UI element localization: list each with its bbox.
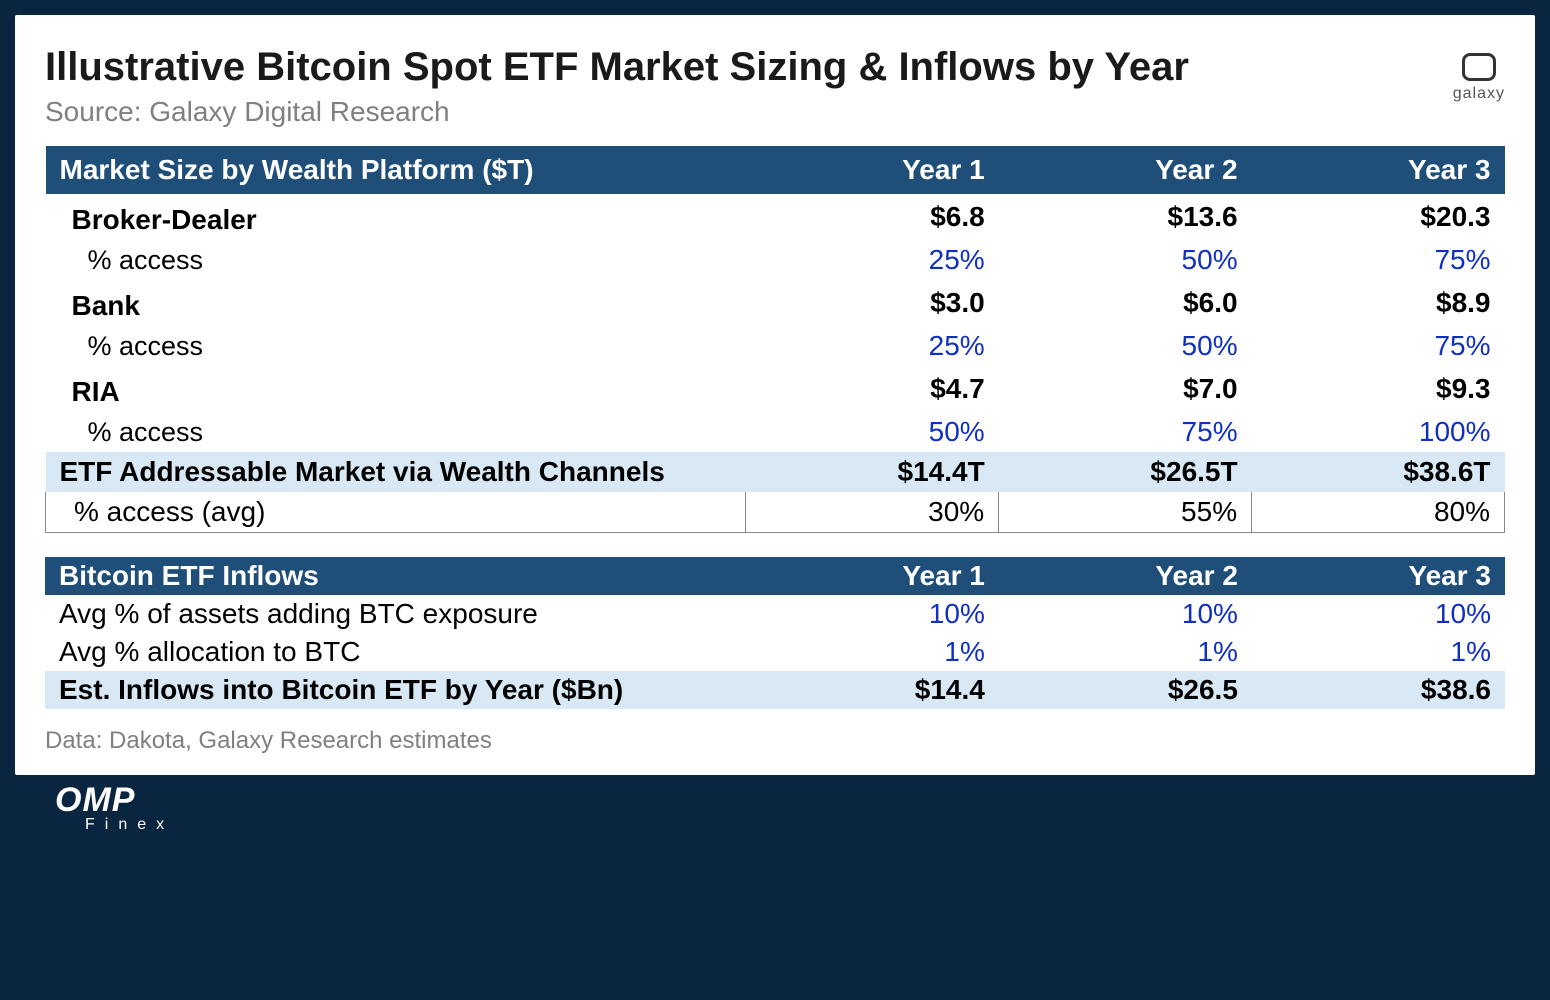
cell: 10% (999, 595, 1252, 633)
table-row: % access 25% 50% 75% (46, 326, 1505, 366)
cell: 80% (1252, 492, 1505, 533)
title-row: Illustrative Bitcoin Spot ETF Market Siz… (45, 45, 1505, 146)
cell: $7.0 (999, 366, 1252, 412)
cell: $14.4T (746, 452, 999, 492)
omp-logo-sub: Finex (85, 816, 174, 834)
col-header-y1: Year 1 (746, 146, 999, 194)
row-sublabel: % access (46, 240, 746, 280)
cell: $9.3 (1252, 366, 1505, 412)
cell: 25% (746, 326, 999, 366)
cell: $38.6 (1252, 671, 1505, 709)
table-header-row: Bitcoin ETF Inflows Year 1 Year 2 Year 3 (45, 557, 1505, 595)
table-row: Broker-Dealer $6.8 $13.6 $20.3 (46, 194, 1505, 240)
total-label: ETF Addressable Market via Wealth Channe… (46, 452, 746, 492)
col-header-platform: Market Size by Wealth Platform ($T) (46, 146, 746, 194)
cell: 30% (746, 492, 999, 533)
cell: $26.5 (999, 671, 1252, 709)
table-row: % access 50% 75% 100% (46, 412, 1505, 452)
cell: 10% (1252, 595, 1505, 633)
galaxy-logo-text: galaxy (1453, 85, 1505, 103)
total-row: ETF Addressable Market via Wealth Channe… (46, 452, 1505, 492)
cell: $38.6T (1252, 452, 1505, 492)
cell: 55% (999, 492, 1252, 533)
row-label: RIA (46, 366, 746, 412)
cell: 50% (999, 240, 1252, 280)
cell: $20.3 (1252, 194, 1505, 240)
cell: $4.7 (746, 366, 999, 412)
cell: $6.0 (999, 280, 1252, 326)
cell: $13.6 (999, 194, 1252, 240)
cell: 10% (746, 595, 999, 633)
table-row: RIA $4.7 $7.0 $9.3 (46, 366, 1505, 412)
cell: 75% (1252, 240, 1505, 280)
cell: 100% (1252, 412, 1505, 452)
table-header-row: Market Size by Wealth Platform ($T) Year… (46, 146, 1505, 194)
table-row: Avg % of assets adding BTC exposure 10% … (45, 595, 1505, 633)
avg-row: % access (avg) 30% 55% 80% (46, 492, 1505, 533)
cell: $6.8 (746, 194, 999, 240)
col-header-y1: Year 1 (746, 557, 999, 595)
cell: 50% (999, 326, 1252, 366)
omp-logo: OMP Finex (55, 781, 174, 834)
row-sublabel: % access (46, 326, 746, 366)
table-row: % access 25% 50% 75% (46, 240, 1505, 280)
galaxy-logo: galaxy (1453, 53, 1505, 103)
col-header-y3: Year 3 (1252, 146, 1505, 194)
row-label: Avg % allocation to BTC (45, 633, 746, 671)
total-row: Est. Inflows into Bitcoin ETF by Year ($… (45, 671, 1505, 709)
galaxy-logo-icon (1462, 53, 1496, 81)
col-header-inflows: Bitcoin ETF Inflows (45, 557, 746, 595)
row-label: Bank (46, 280, 746, 326)
inflows-table: Bitcoin ETF Inflows Year 1 Year 2 Year 3… (45, 557, 1505, 709)
cell: 75% (999, 412, 1252, 452)
cell: 1% (1252, 633, 1505, 671)
total-label: Est. Inflows into Bitcoin ETF by Year ($… (45, 671, 746, 709)
col-header-y2: Year 2 (999, 557, 1252, 595)
cell: $14.4 (746, 671, 999, 709)
source-line: Source: Galaxy Digital Research (45, 96, 1453, 128)
cell: 1% (746, 633, 999, 671)
footer-note: Data: Dakota, Galaxy Research estimates (45, 727, 1505, 755)
market-size-table: Market Size by Wealth Platform ($T) Year… (45, 146, 1505, 533)
page-title: Illustrative Bitcoin Spot ETF Market Siz… (45, 45, 1453, 90)
col-header-y2: Year 2 (999, 146, 1252, 194)
cell: 25% (746, 240, 999, 280)
cell: 50% (746, 412, 999, 452)
cell: 75% (1252, 326, 1505, 366)
cell: $8.9 (1252, 280, 1505, 326)
table-row: Avg % allocation to BTC 1% 1% 1% (45, 633, 1505, 671)
row-label: Avg % of assets adding BTC exposure (45, 595, 746, 633)
cell: $3.0 (746, 280, 999, 326)
row-label: Broker-Dealer (46, 194, 746, 240)
brand-bar: OMP Finex (15, 775, 1535, 844)
table-row: Bank $3.0 $6.0 $8.9 (46, 280, 1505, 326)
page: Illustrative Bitcoin Spot ETF Market Siz… (15, 15, 1535, 775)
cell: 1% (999, 633, 1252, 671)
cell: $26.5T (999, 452, 1252, 492)
row-sublabel: % access (46, 412, 746, 452)
omp-logo-main: OMP (55, 781, 174, 820)
avg-label: % access (avg) (46, 492, 746, 533)
col-header-y3: Year 3 (1252, 557, 1505, 595)
